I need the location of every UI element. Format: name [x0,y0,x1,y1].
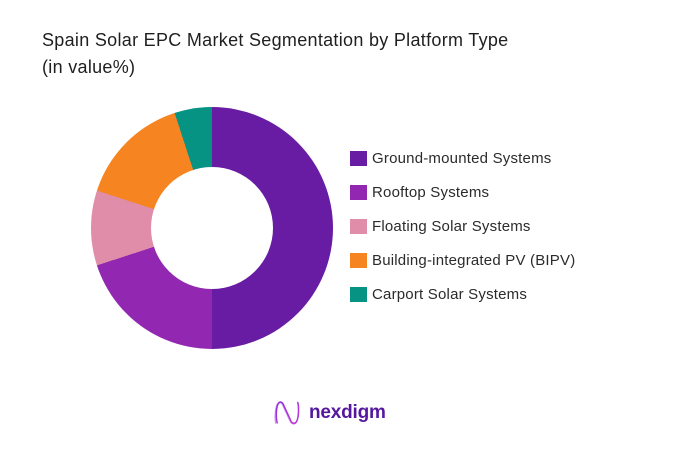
legend-item: Floating Solar Systems [350,216,575,236]
donut-chart [91,107,333,349]
legend-item: Building-integrated PV (BIPV) [350,250,575,270]
legend-swatch [350,150,367,166]
legend-swatch [350,252,367,268]
chart-title: Spain Solar EPC Market Segmentation by P… [42,27,622,81]
chart-title-line1: Spain Solar EPC Market Segmentation by P… [42,30,509,50]
nexdigm-logo: nexdigm [272,397,386,429]
legend-swatch [350,218,367,234]
nexdigm-n-icon [274,401,300,425]
legend-item: Carport Solar Systems [350,284,575,304]
legend-label: Building-integrated PV (BIPV) [372,251,576,269]
nexdigm-wordmark: nexdigm [309,402,386,423]
legend-swatch [350,184,367,200]
legend-label: Carport Solar Systems [372,285,528,303]
legend-label: Floating Solar Systems [372,217,531,235]
legend-item: Ground-mounted Systems [350,148,575,168]
chart-title-line2: (in value%) [42,57,136,77]
legend-item: Rooftop Systems [350,182,575,202]
donut-hole [151,167,273,289]
legend-label: Ground-mounted Systems [372,149,552,167]
legend-swatch [350,286,367,302]
legend: Ground-mounted Systems Rooftop Systems Flo… [350,148,575,318]
legend-label: Rooftop Systems [372,183,490,201]
